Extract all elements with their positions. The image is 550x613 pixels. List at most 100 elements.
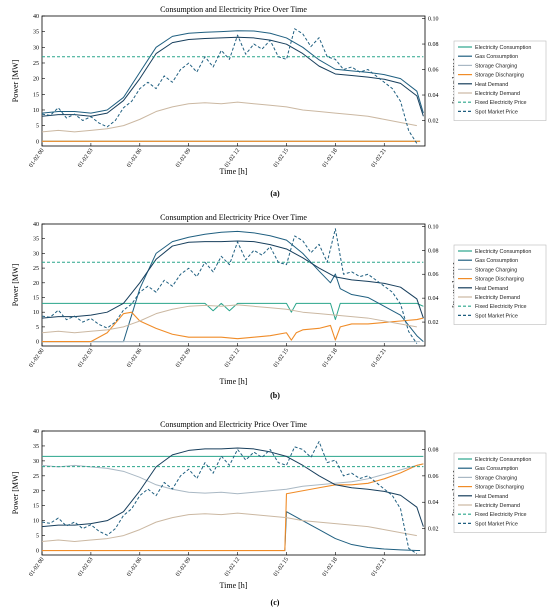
y-tick-label: 5 bbox=[36, 534, 39, 540]
chart-title: Consumption and Electricity Price Over T… bbox=[160, 5, 307, 14]
y-tick-label: 35 bbox=[33, 444, 39, 450]
x-tick-label: 01-02 21 bbox=[371, 557, 388, 578]
series-line-spot-market-price bbox=[42, 228, 418, 344]
y-tick-label: 40 bbox=[33, 14, 39, 20]
x-tick-label: 01-02 06 bbox=[126, 557, 143, 578]
y2-tick-label: 0.02 bbox=[428, 527, 439, 533]
x-tick-label: 01-02 00 bbox=[28, 348, 45, 369]
chart-panel-1: Consumption and Electricity Price Over T… bbox=[11, 5, 547, 198]
y-tick-label: 30 bbox=[33, 251, 39, 257]
y-tick-label: 0 bbox=[36, 139, 39, 145]
y2-tick-label: 0.06 bbox=[428, 474, 439, 480]
plot-frame bbox=[41, 223, 426, 347]
y2-tick-label: 0.08 bbox=[428, 42, 439, 48]
x-tick-label: 01-02 15 bbox=[273, 348, 290, 369]
y2-tick-label: 0.04 bbox=[428, 296, 439, 302]
legend-box bbox=[453, 244, 547, 325]
x-axis-title: Time [h] bbox=[220, 167, 248, 176]
y-tick-label: 15 bbox=[33, 295, 39, 301]
y-tick-label: 15 bbox=[33, 504, 39, 510]
y-axis-title: Power [MW] bbox=[11, 263, 20, 306]
panel-label: (c) bbox=[271, 598, 280, 607]
y-tick-label: 5 bbox=[36, 325, 39, 331]
x-axis-title: Time [h] bbox=[220, 377, 248, 386]
legend-label: Electricity Demand bbox=[475, 503, 520, 509]
y2-tick-label: 0.06 bbox=[428, 272, 439, 278]
legend-label: Heat Demand bbox=[475, 286, 508, 292]
y-tick-label: 5 bbox=[36, 124, 39, 130]
legend-label: Spot Market Price bbox=[475, 313, 518, 319]
legend-label: Gas Consumption bbox=[475, 466, 518, 472]
y-tick-label: 35 bbox=[33, 237, 39, 243]
legend-box bbox=[453, 452, 547, 533]
legend-label: Fixed Electricity Price bbox=[475, 100, 527, 106]
x-tick-label: 01-02 03 bbox=[77, 348, 94, 369]
y-tick-label: 15 bbox=[33, 92, 39, 98]
series-line-electricity-demand bbox=[42, 101, 417, 133]
legend-label: Electricity Demand bbox=[475, 295, 520, 301]
legend: Electricity Consumption Gas Consumption St… bbox=[453, 244, 547, 325]
y-tick-label: 20 bbox=[33, 489, 39, 495]
series-line-electricity-demand bbox=[42, 304, 417, 334]
y-tick-label: 40 bbox=[33, 429, 39, 435]
x-tick-label: 01-02 00 bbox=[28, 148, 45, 169]
chart-title: Consumption and Electricity Price Over T… bbox=[160, 420, 307, 429]
series-line-storage-discharging bbox=[42, 463, 424, 552]
plot-frame bbox=[41, 15, 426, 147]
x-tick-label: 01-02 21 bbox=[371, 348, 388, 369]
x-tick-label: 01-02 18 bbox=[322, 557, 339, 578]
legend-label: Storage Charging bbox=[475, 267, 517, 273]
x-tick-label: 01-02 21 bbox=[371, 148, 388, 169]
series-line-gas-consumption bbox=[42, 511, 421, 552]
legend-label: Storage Charging bbox=[475, 63, 517, 69]
series-line-electricity-demand bbox=[42, 512, 417, 543]
legend-label: Storage Discharging bbox=[475, 277, 524, 283]
x-tick-label: 01-02 09 bbox=[175, 148, 192, 169]
y-tick-label: 35 bbox=[33, 30, 39, 36]
y-axis-title: Power [MW] bbox=[11, 471, 20, 514]
y-tick-label: 40 bbox=[33, 222, 39, 228]
y-tick-label: 10 bbox=[33, 519, 39, 525]
x-tick-label: 01-02 18 bbox=[322, 348, 339, 369]
legend-label: Heat Demand bbox=[475, 82, 508, 88]
y2-tick-label: 0.02 bbox=[428, 119, 439, 125]
x-tick-label: 01-02 15 bbox=[273, 148, 290, 169]
y-tick-label: 25 bbox=[33, 61, 39, 67]
chart-panel-3: Consumption and Electricity Price Over T… bbox=[11, 420, 547, 607]
y2-tick-label: 0.04 bbox=[428, 500, 439, 506]
y2-tick-label: 0.08 bbox=[428, 447, 439, 453]
y-tick-label: 10 bbox=[33, 310, 39, 316]
legend-label: Storage Charging bbox=[475, 475, 517, 481]
x-tick-label: 01-02 06 bbox=[126, 148, 143, 169]
y2-tick-label: 0.10 bbox=[428, 224, 439, 230]
y-tick-label: 10 bbox=[33, 108, 39, 114]
legend-label: Electricity Consumption bbox=[475, 249, 531, 255]
y-tick-label: 30 bbox=[33, 459, 39, 465]
x-tick-label: 01-02 03 bbox=[77, 557, 94, 578]
series-line-heat-demand bbox=[42, 36, 424, 117]
series-line-gas-consumption bbox=[42, 30, 424, 114]
x-tick-label: 01-02 03 bbox=[77, 148, 94, 169]
legend: Electricity Consumption Gas Consumption St… bbox=[453, 452, 547, 533]
legend-label: Spot Market Price bbox=[475, 521, 518, 527]
legend: Electricity Consumption Gas Consumption St… bbox=[453, 40, 547, 121]
plot-area bbox=[42, 228, 424, 344]
legend-label: Fixed Electricity Price bbox=[475, 304, 527, 310]
legend-label: Fixed Electricity Price bbox=[475, 512, 527, 518]
chart-title: Consumption and Electricity Price Over T… bbox=[160, 213, 307, 222]
y-tick-label: 30 bbox=[33, 45, 39, 51]
legend-label: Gas Consumption bbox=[475, 54, 518, 60]
y-tick-label: 20 bbox=[33, 281, 39, 287]
x-tick-label: 01-02 12 bbox=[224, 148, 241, 169]
legend-label: Spot Market Price bbox=[475, 109, 518, 115]
y-tick-label: 0 bbox=[36, 549, 39, 555]
y2-tick-label: 0.02 bbox=[428, 320, 439, 326]
x-tick-label: 01-02 15 bbox=[273, 557, 290, 578]
series-line-heat-demand bbox=[42, 240, 424, 319]
y2-tick-label: 0.08 bbox=[428, 248, 439, 254]
x-tick-label: 01-02 09 bbox=[175, 557, 192, 578]
chart-panel-2: Consumption and Electricity Price Over T… bbox=[11, 213, 547, 400]
legend-label: Storage Discharging bbox=[475, 73, 524, 79]
plot-area bbox=[42, 28, 424, 144]
y2-tick-label: 0.04 bbox=[428, 93, 439, 99]
